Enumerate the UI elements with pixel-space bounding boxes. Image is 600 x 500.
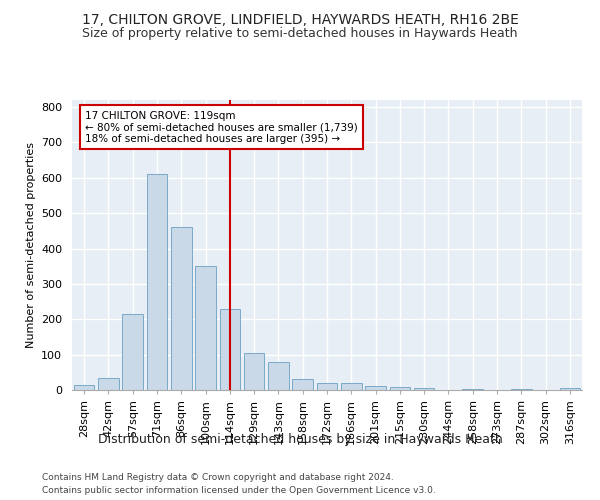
Text: Contains HM Land Registry data © Crown copyright and database right 2024.: Contains HM Land Registry data © Crown c…: [42, 472, 394, 482]
Bar: [171, 228, 191, 390]
Bar: [244, 353, 265, 390]
Bar: [146, 174, 167, 390]
Bar: [74, 384, 94, 390]
Text: 17, CHILTON GROVE, LINDFIELD, HAYWARDS HEATH, RH16 2BE: 17, CHILTON GROVE, LINDFIELD, HAYWARDS H…: [82, 12, 518, 26]
Text: 17 CHILTON GROVE: 119sqm
← 80% of semi-detached houses are smaller (1,739)
18% o: 17 CHILTON GROVE: 119sqm ← 80% of semi-d…: [85, 110, 358, 144]
Y-axis label: Number of semi-detached properties: Number of semi-detached properties: [26, 142, 35, 348]
Bar: [268, 362, 289, 390]
Bar: [195, 266, 216, 390]
Bar: [317, 383, 337, 390]
Bar: [414, 388, 434, 390]
Bar: [220, 308, 240, 390]
Text: Distribution of semi-detached houses by size in Haywards Heath: Distribution of semi-detached houses by …: [98, 432, 502, 446]
Text: Size of property relative to semi-detached houses in Haywards Heath: Size of property relative to semi-detach…: [82, 28, 518, 40]
Bar: [560, 388, 580, 390]
Bar: [341, 383, 362, 390]
Bar: [365, 386, 386, 390]
Bar: [98, 378, 119, 390]
Bar: [122, 314, 143, 390]
Bar: [511, 389, 532, 390]
Bar: [389, 387, 410, 390]
Text: Contains public sector information licensed under the Open Government Licence v3: Contains public sector information licen…: [42, 486, 436, 495]
Bar: [292, 380, 313, 390]
Bar: [463, 389, 483, 390]
